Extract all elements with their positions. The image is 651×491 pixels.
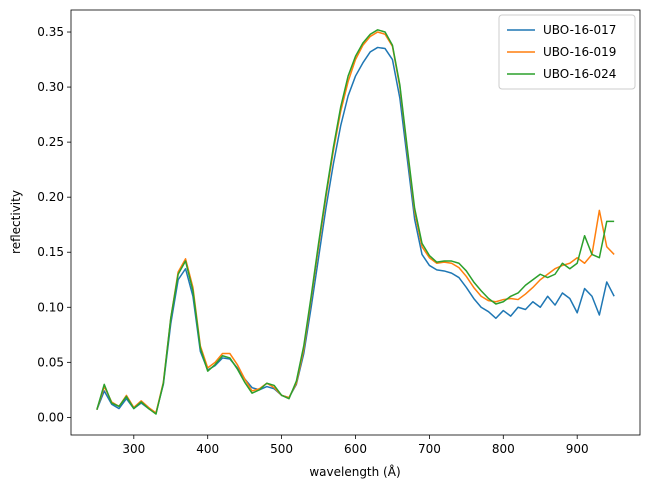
data-line	[96, 29, 615, 415]
x-tick-label: 300	[122, 442, 145, 456]
y-tick-label: 0.05	[37, 355, 64, 369]
y-axis-label: reflectivity	[9, 190, 23, 254]
legend-box	[498, 14, 636, 90]
data-line	[96, 31, 615, 414]
y-tick-label: 0.20	[37, 190, 64, 204]
x-tick-label: 800	[492, 442, 515, 456]
x-axis-label: wavelength (Å)	[309, 464, 400, 479]
legend: UBO-16-017 UBO-16-019 UBO-16-024	[498, 14, 636, 90]
legend-label: UBO-16-024	[543, 67, 616, 81]
y-tick-label: 0.15	[37, 245, 64, 259]
y-tick-label: 0.25	[37, 135, 64, 149]
plot-area	[96, 29, 615, 415]
legend-label: UBO-16-017	[543, 23, 616, 37]
x-tick-label: 400	[196, 442, 219, 456]
x-tick-label: 900	[566, 442, 589, 456]
data-line	[96, 46, 615, 414]
y-tick-label: 0.30	[37, 80, 64, 94]
y-tick-label: 0.00	[37, 410, 64, 424]
x-tick-label: 700	[418, 442, 441, 456]
y-tick-label: 0.35	[37, 25, 64, 39]
legend-label: UBO-16-019	[543, 45, 616, 59]
y-tick-label: 0.10	[37, 300, 64, 314]
x-tick-label: 500	[270, 442, 293, 456]
x-tick-label: 600	[344, 442, 367, 456]
